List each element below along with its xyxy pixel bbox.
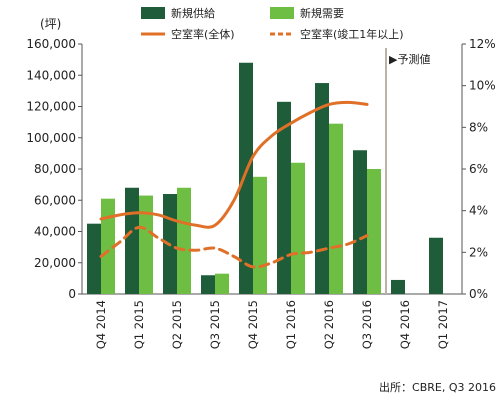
- x-tick-label: Q3 2016: [360, 300, 374, 349]
- bar-supply: [315, 83, 329, 294]
- y-tick-label: 80,000: [34, 162, 76, 176]
- forecast-label: ▶予測値: [389, 52, 430, 66]
- x-tick-label: Q4 2014: [94, 300, 108, 349]
- legend-swatch-demand: [270, 7, 294, 19]
- x-tick-label: Q2 2015: [170, 300, 184, 349]
- y2-tick-label: 2%: [469, 245, 488, 259]
- y2-tick-label: 6%: [469, 162, 488, 176]
- bar-supply: [87, 223, 101, 294]
- x-tick-label: Q1 2017: [436, 300, 450, 349]
- y-tick-label: 40,000: [34, 225, 76, 239]
- bar-supply: [429, 237, 443, 294]
- legend: 新規供給 新規需要 空室率(全体) 空室率(竣工1年以上): [141, 6, 404, 41]
- x-tick-label: Q4 2016: [398, 300, 412, 349]
- y-tick-label: 60,000: [34, 193, 76, 207]
- y2-tick-label: 12%: [469, 37, 496, 51]
- y-tick-label: 100,000: [26, 131, 76, 145]
- bar-demand: [367, 169, 381, 294]
- source-note: 出所：CBRE, Q3 2016: [379, 380, 496, 394]
- bar-supply: [277, 101, 291, 294]
- x-axis-ticks: Q4 2014 Q1 2015 Q2 2015 Q3 2015 Q4 2015 Q1 20…: [94, 300, 450, 349]
- bar-demand: [139, 195, 153, 294]
- bar-supply: [201, 275, 215, 294]
- bar-supply: [391, 279, 405, 294]
- y-axis-ticks: 0 20,000 40,000 60,000 80,000 100,000 120,000 1…: [26, 37, 82, 301]
- x-tick-label: Q1 2015: [132, 300, 146, 349]
- y-tick-label: 20,000: [34, 256, 76, 270]
- legend-label-vacancy-aged: 空室率(竣工1年以上): [300, 27, 404, 41]
- y-tick-label: 0: [68, 287, 76, 301]
- legend-label-supply: 新規供給: [171, 6, 215, 20]
- legend-label-vacancy-total: 空室率(全体): [171, 27, 235, 41]
- y2-tick-label: 0%: [469, 287, 488, 301]
- y2-tick-label: 10%: [469, 79, 496, 93]
- legend-label-demand: 新規需要: [300, 6, 344, 20]
- legend-swatch-supply: [141, 7, 165, 19]
- bar-supply: [353, 150, 367, 294]
- lines: [99, 100, 369, 269]
- bar-demand: [101, 198, 115, 294]
- y-tick-label: 160,000: [26, 37, 76, 51]
- bar-demand: [215, 273, 229, 294]
- y-tick-label: 120,000: [26, 100, 76, 114]
- bar-supply: [125, 187, 139, 294]
- y2-tick-label: 4%: [469, 204, 488, 218]
- y-axis-unit-label: (坪): [40, 17, 61, 31]
- bar-demand: [291, 162, 305, 294]
- x-tick-label: Q2 2016: [322, 300, 336, 349]
- bar-demand: [177, 187, 191, 294]
- x-tick-label: Q3 2015: [208, 300, 222, 349]
- bar-demand: [253, 176, 267, 294]
- bar-supply: [239, 62, 253, 294]
- bars: [87, 62, 443, 294]
- y-tick-label: 140,000: [26, 68, 76, 82]
- x-tick-label: Q1 2016: [284, 300, 298, 349]
- line-vacancy-aged: [99, 225, 369, 269]
- bar-demand: [329, 123, 343, 294]
- x-tick-label: Q4 2015: [246, 300, 260, 349]
- line-vacancy-total: [99, 100, 369, 229]
- y2-tick-label: 8%: [469, 120, 488, 134]
- y2-axis-ticks: 0% 2% 4% 6% 8% 10% 12%: [462, 37, 496, 301]
